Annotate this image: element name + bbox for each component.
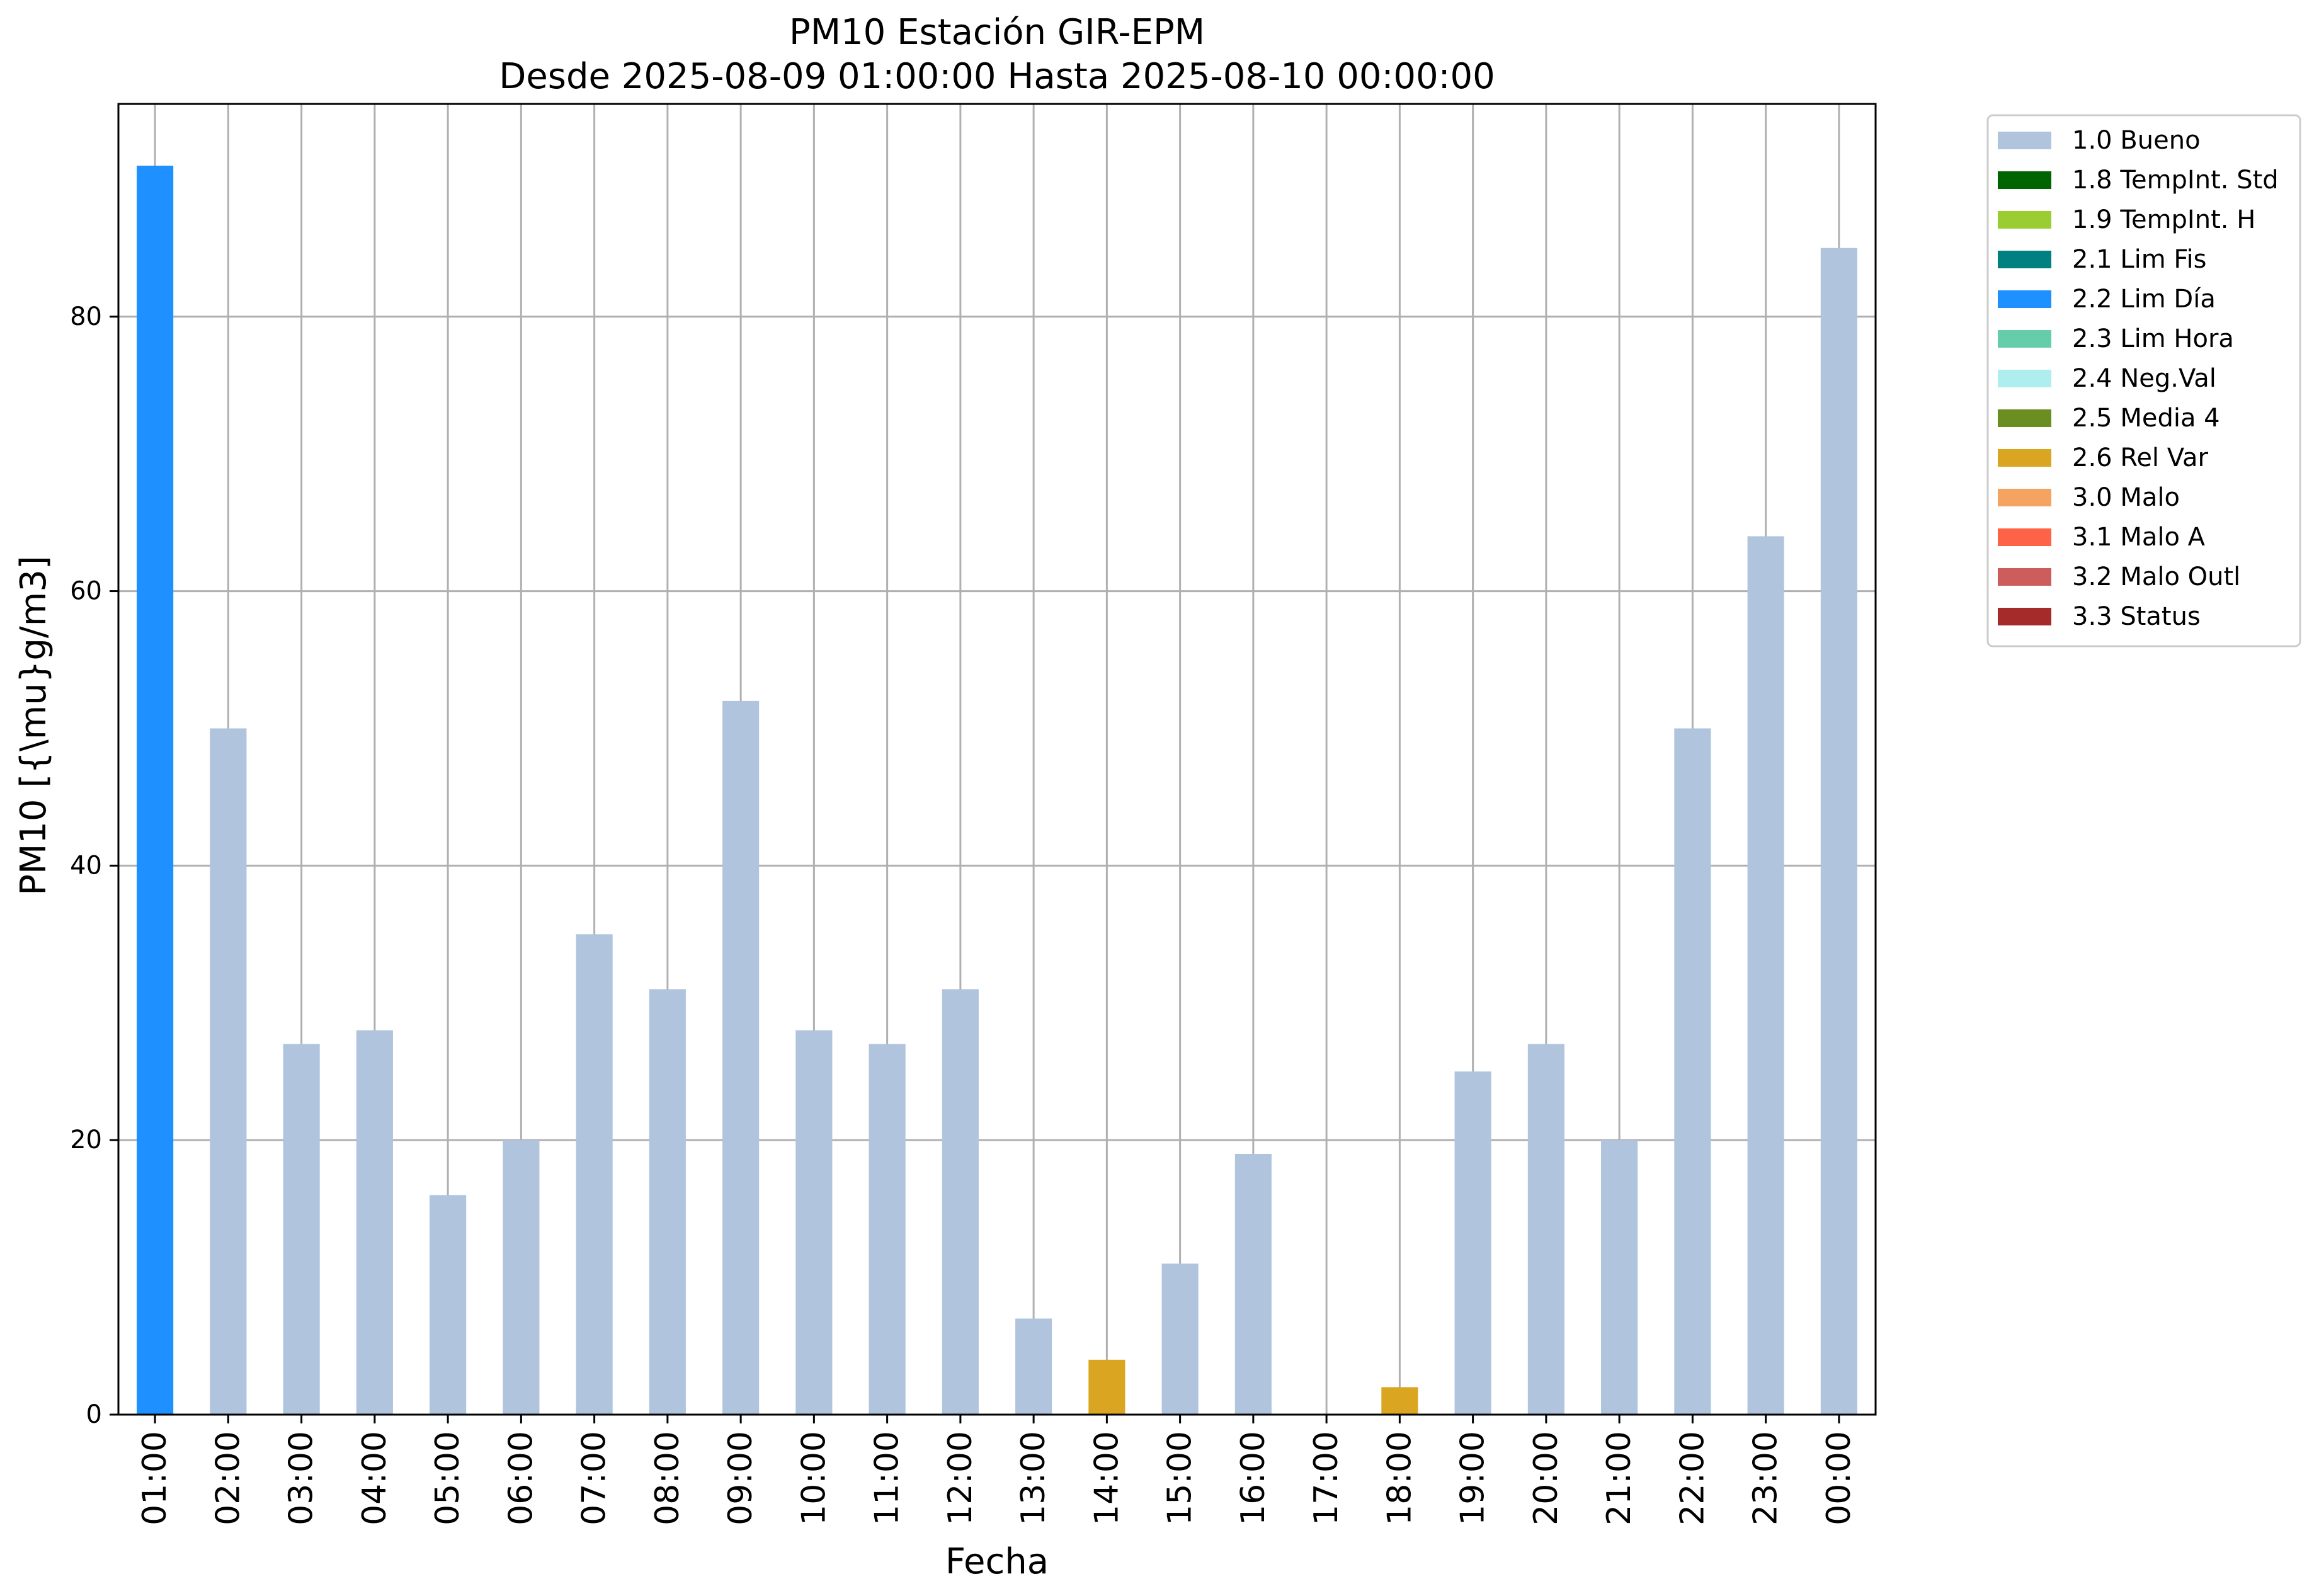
legend: 1.0 Bueno 1.8 TempInt. Std 1.9 TempInt. H 2…	[1986, 114, 2301, 647]
x-tick-label: 05:00	[429, 1431, 467, 1525]
x-tick-label: 19:00	[1454, 1431, 1492, 1525]
legend-swatch	[1998, 449, 2051, 467]
x-axis-label: Fecha	[945, 1541, 1049, 1582]
x-tick-label: 21:00	[1600, 1431, 1638, 1525]
legend-swatch	[1998, 211, 2051, 229]
legend-swatch	[1998, 251, 2051, 268]
bar-06:00	[503, 1140, 540, 1415]
legend-label: 1.0 Bueno	[2072, 126, 2201, 155]
x-tick-label: 04:00	[356, 1431, 394, 1525]
legend-label: 2.5 Media 4	[2072, 404, 2220, 433]
x-tick-label: 23:00	[1747, 1431, 1785, 1525]
plot-area-frame	[117, 103, 1877, 1416]
legend-swatch	[1998, 330, 2051, 348]
legend-label: 1.8 TempInt. Std	[2072, 166, 2279, 195]
x-tick-label: 10:00	[795, 1431, 833, 1525]
legend-label: 2.6 Rel Var	[2072, 443, 2209, 472]
bar-08:00	[649, 989, 686, 1415]
bar-09:00	[722, 700, 760, 1415]
bar-07:00	[576, 934, 613, 1415]
x-tick-label: 12:00	[942, 1431, 979, 1525]
x-tick-label: 03:00	[283, 1431, 321, 1525]
x-tick-label: 06:00	[502, 1431, 540, 1525]
x-tick-label: 15:00	[1161, 1431, 1199, 1525]
legend-label: 2.2 Lim Día	[2072, 285, 2216, 314]
bar-01:00	[137, 166, 174, 1415]
bar-series	[137, 166, 1857, 1415]
legend-label: 3.3 Status	[2072, 602, 2201, 631]
legend-label: 3.2 Malo Outl	[2072, 562, 2240, 591]
legend-swatch	[1998, 568, 2051, 586]
y-tick-label: 40	[70, 851, 102, 880]
bar-05:00	[430, 1195, 467, 1415]
y-axis-ticks: 0 20 40 60 80	[70, 302, 118, 1429]
x-tick-label: 02:00	[209, 1431, 247, 1525]
bar-18:00	[1381, 1387, 1418, 1415]
bar-21:00	[1601, 1140, 1638, 1415]
x-tick-label: 01:00	[136, 1431, 174, 1525]
x-tick-label: 07:00	[576, 1431, 613, 1525]
y-tick-label: 80	[70, 302, 102, 331]
bar-04:00	[356, 1030, 393, 1415]
legend-frame	[1986, 114, 2301, 647]
legend-swatch	[1998, 528, 2051, 546]
legend-label: 3.1 Malo A	[2072, 523, 2206, 552]
x-tick-label: 17:00	[1308, 1431, 1345, 1525]
legend-swatch	[1998, 290, 2051, 308]
x-tick-label: 13:00	[1015, 1431, 1052, 1525]
bar-03:00	[283, 1044, 320, 1415]
legend-label: 1.9 TempInt. H	[2072, 205, 2255, 234]
bar-22:00	[1674, 728, 1711, 1415]
x-tick-label: 11:00	[869, 1431, 906, 1525]
bar-14:00	[1088, 1359, 1125, 1415]
bar-20:00	[1527, 1044, 1564, 1415]
y-tick-label: 0	[86, 1400, 102, 1429]
bar-13:00	[1015, 1318, 1052, 1415]
x-tick-label: 00:00	[1820, 1431, 1858, 1525]
legend-swatch	[1998, 489, 2051, 506]
bar-02:00	[210, 728, 247, 1415]
legend-swatch	[1998, 409, 2051, 427]
bar-19:00	[1454, 1071, 1491, 1415]
x-tick-label: 20:00	[1527, 1431, 1565, 1525]
bar-00:00	[1820, 248, 1857, 1415]
legend-label: 3.0 Malo	[2072, 483, 2180, 512]
bar-23:00	[1747, 536, 1784, 1415]
x-tick-label: 22:00	[1673, 1431, 1711, 1525]
bar-11:00	[869, 1044, 906, 1415]
bar-12:00	[942, 989, 979, 1415]
bar-10:00	[795, 1030, 833, 1415]
x-tick-label: 16:00	[1234, 1431, 1272, 1525]
x-tick-label: 14:00	[1088, 1431, 1125, 1525]
y-tick-label: 60	[70, 577, 102, 606]
legend-swatch	[1998, 608, 2051, 625]
y-tick-label: 20	[70, 1126, 102, 1154]
legend-label: 2.3 Lim Hora	[2072, 324, 2234, 353]
chart-title: PM10 Estación GIR-EPM	[789, 12, 1205, 53]
legend-swatch	[1998, 370, 2051, 387]
y-axis-label: PM10 [{\mu}g/m3]	[13, 556, 54, 896]
bar-15:00	[1161, 1263, 1199, 1415]
x-axis-ticks: 01:00 02:00 03:00 04:00 05:00 06:00 07:00 08:00…	[136, 1415, 1858, 1525]
x-tick-label: 09:00	[722, 1431, 760, 1525]
x-tick-label: 08:00	[649, 1431, 687, 1525]
bar-16:00	[1234, 1153, 1272, 1415]
legend-swatch	[1998, 171, 2051, 189]
legend-label: 2.4 Neg.Val	[2072, 364, 2216, 393]
chart-subtitle: Desde 2025-08-09 01:00:00 Hasta 2025-08-…	[499, 56, 1495, 97]
legend-label: 2.1 Lim Fis	[2072, 245, 2206, 274]
x-tick-label: 18:00	[1381, 1431, 1418, 1525]
legend-swatch	[1998, 132, 2051, 149]
